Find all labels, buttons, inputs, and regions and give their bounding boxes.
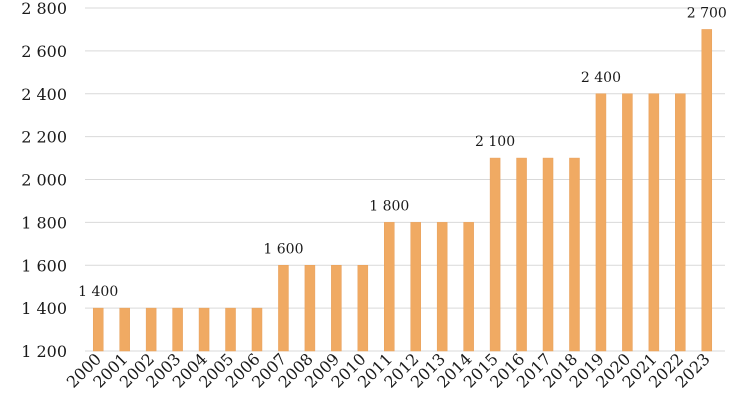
y-axis-ticks: 1 200 1 400 1 600 1 800 2 000 2 200 2 400 2 600… bbox=[21, 0, 67, 361]
bar-2005 bbox=[225, 307, 236, 352]
bars bbox=[92, 29, 713, 352]
x-axis-ticks: 2000200120022003200420052006200720082009… bbox=[63, 349, 714, 391]
bar-2021 bbox=[648, 93, 660, 352]
bar-2016 bbox=[516, 157, 527, 352]
data-labels: 1 400 1 600 1 800 2 100 2 400 2 700 bbox=[78, 5, 727, 300]
bar-2012 bbox=[410, 222, 421, 352]
data-label: 2 400 bbox=[581, 70, 621, 86]
bar-2020 bbox=[622, 93, 633, 352]
bar-2019 bbox=[595, 93, 607, 352]
bar-2018 bbox=[569, 157, 580, 352]
y-tick-label: 1 600 bbox=[21, 256, 67, 275]
bar-2013 bbox=[436, 222, 448, 352]
data-label: 2 700 bbox=[687, 5, 727, 21]
bar-2010 bbox=[357, 265, 369, 352]
data-label: 1 400 bbox=[78, 284, 118, 300]
data-label: 1 600 bbox=[263, 241, 303, 257]
grid-lines bbox=[85, 7, 725, 352]
y-tick-label: 2 800 bbox=[21, 0, 67, 18]
data-label: 1 800 bbox=[369, 198, 409, 214]
bar-2003 bbox=[172, 307, 183, 352]
bar-2009 bbox=[331, 265, 342, 352]
bar-2017 bbox=[542, 157, 554, 352]
bar-2004 bbox=[198, 307, 210, 352]
bar-2023 bbox=[701, 29, 713, 352]
y-tick-label: 1 400 bbox=[21, 299, 67, 318]
bar-2006 bbox=[251, 307, 263, 352]
bar-2000 bbox=[92, 307, 104, 352]
bar-2007 bbox=[278, 265, 289, 352]
bar-2011 bbox=[384, 222, 395, 352]
y-tick-label: 1 800 bbox=[21, 213, 67, 232]
y-tick-label: 2 400 bbox=[21, 85, 67, 104]
bar-2008 bbox=[304, 265, 316, 352]
bar-2014 bbox=[463, 222, 474, 352]
bar-2002 bbox=[145, 307, 157, 352]
bar-2001 bbox=[119, 307, 130, 352]
y-tick-label: 2 000 bbox=[21, 171, 67, 190]
bar-2022 bbox=[675, 93, 686, 352]
y-tick-label: 1 200 bbox=[21, 342, 67, 361]
y-tick-label: 2 600 bbox=[21, 42, 67, 61]
bar-2015 bbox=[489, 157, 501, 352]
data-label: 2 100 bbox=[475, 134, 515, 150]
y-tick-label: 2 200 bbox=[21, 128, 67, 147]
